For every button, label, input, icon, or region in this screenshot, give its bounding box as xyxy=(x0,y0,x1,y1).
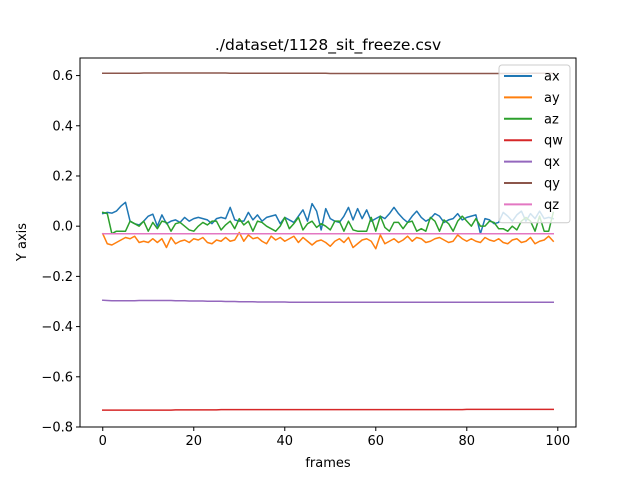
y-tick-label: −0.8 xyxy=(41,421,73,436)
x-axis-label: frames xyxy=(305,456,351,471)
series-line-qw xyxy=(102,408,554,411)
y-tick-label: 0.2 xyxy=(52,169,73,184)
chart-title: ./dataset/1128_sit_freeze.csv xyxy=(215,36,441,55)
legend-label-az: az xyxy=(544,112,559,127)
legend-label-ax: ax xyxy=(544,70,560,85)
legend-label-qw: qw xyxy=(544,134,563,149)
x-tick-label: 0 xyxy=(99,434,107,449)
y-tick-label: −0.2 xyxy=(41,270,73,285)
legend-label-qx: qx xyxy=(544,155,560,170)
legend-label-ay: ay xyxy=(544,91,560,106)
y-axis: −0.8 −0.6 −0.4 −0.2 0.0 0.2 0.4 0.6 xyxy=(41,69,80,436)
y-tick-label: 0.4 xyxy=(52,119,73,134)
y-tick-label: −0.6 xyxy=(41,370,73,385)
x-tick-label: 60 xyxy=(368,434,385,449)
x-axis: 0 20 40 60 80 100 xyxy=(99,427,570,449)
y-tick-label: 0.6 xyxy=(52,69,73,84)
series-line-ay xyxy=(101,231,555,250)
legend-label-qz: qz xyxy=(544,198,559,213)
y-axis-label: Y axis xyxy=(15,223,30,262)
y-tick-label: −0.4 xyxy=(41,320,73,335)
series-line-qx xyxy=(101,299,554,303)
series-layer xyxy=(101,72,555,411)
legend: ax ay az qw qx qy qz xyxy=(498,64,571,224)
series-line-qy xyxy=(102,72,554,75)
series-line-az xyxy=(101,211,555,235)
y-tick-label: 0.0 xyxy=(52,220,73,235)
x-tick-label: 20 xyxy=(185,434,202,449)
x-tick-label: 100 xyxy=(545,434,570,449)
series-line-ax xyxy=(101,201,555,235)
x-tick-label: 40 xyxy=(276,434,293,449)
axes-frame xyxy=(79,57,577,428)
x-tick-label: 80 xyxy=(459,434,476,449)
legend-label-qy: qy xyxy=(544,177,560,192)
